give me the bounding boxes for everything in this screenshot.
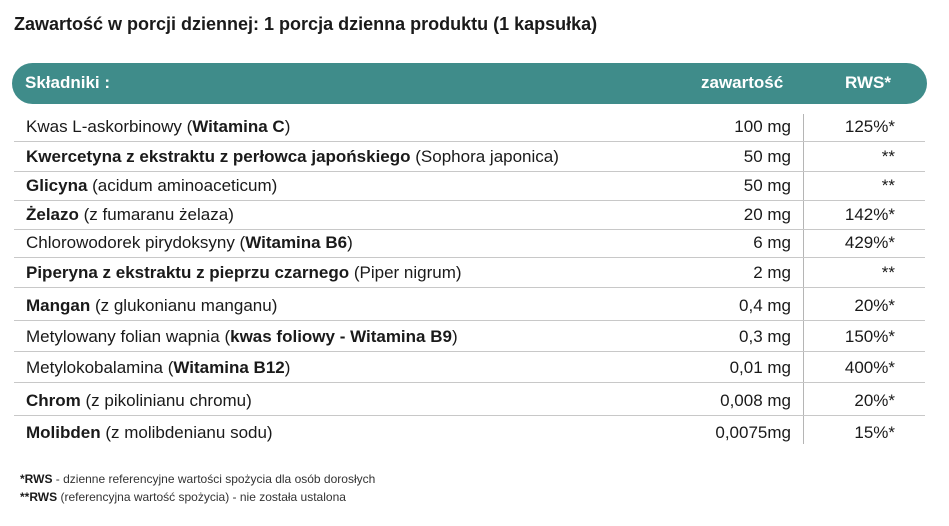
table-row: Metylowany folian wapnia (kwas foliowy -… bbox=[0, 326, 949, 352]
row-separator bbox=[14, 320, 925, 321]
ingredient-rws: ** bbox=[881, 263, 895, 282]
page-title: Zawartość w porcji dziennej: 1 porcja dz… bbox=[14, 14, 598, 34]
row-separator bbox=[14, 171, 925, 172]
ingredient-amount: 100 mg bbox=[734, 117, 791, 136]
ingredient-name-post: ) bbox=[284, 117, 291, 136]
ingredient-name-post: (acidum aminoaceticum) bbox=[87, 176, 278, 195]
row-separator bbox=[14, 141, 925, 142]
ingredient-amount: 50 mg bbox=[743, 176, 791, 195]
ingredient-rws: 20%* bbox=[854, 296, 895, 315]
ingredient-amount: 2 mg bbox=[753, 263, 791, 282]
ingredient-name-pre: Metylowany folian wapnia ( bbox=[26, 327, 231, 346]
ingredient-name-post: (z glukonianu manganu) bbox=[90, 296, 278, 315]
footnote-rws-unset: **RWS (referencyjna wartość spożycia) - … bbox=[20, 490, 346, 504]
ingredient-rws: 429%* bbox=[844, 233, 895, 252]
ingredient-amount: 50 mg bbox=[743, 147, 791, 166]
footnote-mark: **RWS bbox=[20, 490, 58, 504]
table-row: Chlorowodorek pirydoksyny (Witamina B6) 6… bbox=[0, 232, 949, 258]
table-row: Kwas L-askorbinowy (Witamina C) 100 mg 125… bbox=[0, 116, 949, 142]
row-separator bbox=[14, 351, 925, 352]
ingredient-name-bold: Witamina C bbox=[192, 117, 285, 136]
ingredient-name-post: ) bbox=[284, 358, 291, 377]
ingredient-rws: ** bbox=[881, 176, 895, 195]
table-row: Mangan (z glukonianu manganu) 0,4 mg 20%* bbox=[0, 295, 949, 321]
row-separator bbox=[14, 287, 925, 288]
ingredient-name-bold: Piperyna z ekstraktu z pieprzu czarnego bbox=[26, 263, 350, 282]
row-separator bbox=[14, 229, 925, 230]
footnote-mark: *RWS bbox=[20, 472, 53, 486]
ingredient-name: Chrom (z pikolinianu chromu) bbox=[26, 390, 252, 412]
ingredient-name: Mangan (z glukonianu manganu) bbox=[26, 295, 277, 317]
ingredient-rws: 150%* bbox=[844, 327, 895, 346]
ingredient-name-bold: Chrom bbox=[26, 391, 81, 410]
ingredient-name-post: (z molibdenianu sodu) bbox=[100, 423, 273, 442]
ingredient-name-pre: Kwas L-askorbinowy ( bbox=[26, 117, 193, 136]
footnote-rws: *RWS - dzienne referencyjne wartości spo… bbox=[20, 472, 375, 486]
ingredient-name: Molibden (z molibdenianu sodu) bbox=[26, 422, 273, 444]
ingredient-name-bold: Kwercetyna z ekstraktu z perłowca japońs… bbox=[26, 147, 411, 166]
ingredient-rws: 125%* bbox=[844, 117, 895, 136]
ingredient-name-bold: Żelazo bbox=[26, 205, 79, 224]
ingredient-amount: 0,008 mg bbox=[720, 391, 791, 410]
ingredient-name-pre: Chlorowodorek pirydoksyny ( bbox=[26, 233, 246, 252]
ingredient-name-bold: Glicyna bbox=[26, 176, 88, 195]
ingredient-name-bold: Mangan bbox=[26, 296, 91, 315]
ingredient-amount: 0,0075mg bbox=[715, 423, 791, 442]
table-row: Glicyna (acidum aminoaceticum) 50 mg ** bbox=[0, 175, 949, 201]
row-separator bbox=[14, 257, 925, 258]
table-row: Molibden (z molibdenianu sodu) 0,0075mg 15… bbox=[0, 422, 949, 448]
ingredient-amount: 6 mg bbox=[753, 233, 791, 252]
ingredient-name-bold: Witamina B12 bbox=[173, 358, 285, 377]
ingredient-name-bold: Molibden bbox=[26, 423, 101, 442]
header-ingredients: Składniki : bbox=[25, 73, 111, 92]
ingredient-name: Metylowany folian wapnia (kwas foliowy -… bbox=[26, 326, 458, 348]
ingredient-amount: 0,01 mg bbox=[729, 358, 791, 377]
ingredient-name: Glicyna (acidum aminoaceticum) bbox=[26, 175, 277, 197]
ingredient-name-post: (Sophora japonica) bbox=[410, 147, 559, 166]
ingredient-name: Metylokobalamina (Witamina B12) bbox=[26, 357, 290, 379]
footnote-text: (referencyjna wartość spożycia) - nie zo… bbox=[57, 490, 346, 504]
header-rws: RWS* bbox=[845, 73, 891, 92]
ingredient-name: Żelazo (z fumaranu żelaza) bbox=[26, 204, 234, 226]
ingredient-rws: 20%* bbox=[854, 391, 895, 410]
ingredient-name: Kwas L-askorbinowy (Witamina C) bbox=[26, 116, 290, 138]
ingredient-name-post: ) bbox=[451, 327, 458, 346]
ingredient-name-bold: kwas foliowy - Witamina B9 bbox=[230, 327, 452, 346]
table-row: Metylokobalamina (Witamina B12) 0,01 mg 40… bbox=[0, 357, 949, 383]
ingredient-name: Chlorowodorek pirydoksyny (Witamina B6) bbox=[26, 232, 353, 254]
ingredient-rws: 142%* bbox=[844, 205, 895, 224]
ingredient-amount: 0,3 mg bbox=[739, 327, 791, 346]
column-divider bbox=[803, 114, 804, 444]
table-row: Chrom (z pikolinianu chromu) 0,008 mg 20%* bbox=[0, 390, 949, 416]
row-separator bbox=[14, 415, 925, 416]
ingredient-name-pre: Metylokobalamina ( bbox=[26, 358, 174, 377]
ingredient-amount: 20 mg bbox=[743, 205, 791, 224]
ingredient-rws: 15%* bbox=[854, 423, 895, 442]
ingredient-name-post: (z fumaranu żelaza) bbox=[78, 205, 234, 224]
ingredient-name-post: (z pikolinianu chromu) bbox=[80, 391, 252, 410]
header-amount: zawartość bbox=[701, 73, 784, 92]
ingredient-rws: 400%* bbox=[844, 358, 895, 377]
ingredient-rws: ** bbox=[881, 147, 895, 166]
footnote-text: - dzienne referencyjne wartości spożycia… bbox=[52, 472, 376, 486]
ingredient-amount: 0,4 mg bbox=[739, 296, 791, 315]
ingredient-name-post: ) bbox=[347, 233, 353, 252]
ingredient-name-post: (Piper nigrum) bbox=[349, 263, 462, 282]
table-row: Piperyna z ekstraktu z pieprzu czarnego … bbox=[0, 262, 949, 288]
ingredient-name-bold: Witamina B6 bbox=[245, 233, 348, 252]
table-row: Żelazo (z fumaranu żelaza) 20 mg 142%* bbox=[0, 204, 949, 230]
table-row: Kwercetyna z ekstraktu z perłowca japońs… bbox=[0, 146, 949, 172]
row-separator bbox=[14, 382, 925, 383]
row-separator bbox=[14, 200, 925, 201]
table-header: Składniki : zawartość RWS* bbox=[12, 63, 927, 104]
ingredient-name: Kwercetyna z ekstraktu z perłowca japońs… bbox=[26, 146, 559, 168]
ingredient-name: Piperyna z ekstraktu z pieprzu czarnego … bbox=[26, 262, 462, 284]
